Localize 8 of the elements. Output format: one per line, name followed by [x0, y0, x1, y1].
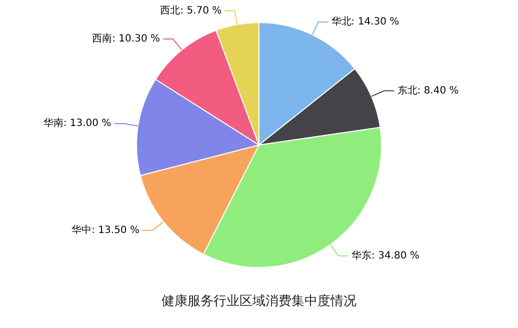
slice-label: 西南: 10.30 %: [92, 32, 160, 45]
slice-label: 东北: 8.40 %: [397, 84, 459, 96]
text: 健康服务行业区域消费集中度情况: [160, 293, 358, 310]
slice-label: 华北: 14.30 %: [331, 16, 400, 28]
slice-label: 华南: 13.00 %: [43, 117, 112, 130]
slice-label: 华中: 13.50 %: [72, 224, 140, 236]
slice-label: 华东: 34.80 %: [352, 250, 420, 262]
slice-label: 西北: 5.70 %: [160, 4, 222, 16]
